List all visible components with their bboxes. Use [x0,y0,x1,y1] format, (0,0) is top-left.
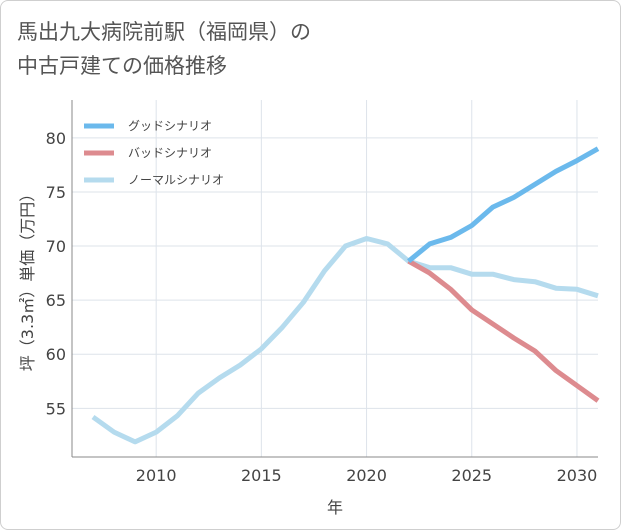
series-line-1 [407,259,600,403]
y-axis-label: 坪（3.3㎡）単価（万円） [18,186,37,371]
legend-label-1: バッドシナリオ [128,146,212,160]
x-tick-label: 2030 [557,466,598,485]
chart-title-line2: 中古戸建ての価格推移 [17,54,227,78]
y-tick-label: 60 [46,345,66,364]
grid-lines [72,100,598,457]
y-tick-label: 70 [46,237,66,256]
x-tick-label: 2020 [346,466,387,485]
y-tick-label: 80 [46,129,66,148]
series-lines [91,146,600,445]
series-line-2 [91,236,599,445]
y-tick-label: 55 [46,399,66,418]
x-axis-label: 年 [327,498,343,517]
chart-title: 馬出九大病院前駅（福岡県）の 中古戸建ての価格推移 [17,15,577,83]
x-tick-label: 2025 [451,466,492,485]
legend-label-2: ノーマルシナリオ [128,173,224,187]
x-tick-label: 2010 [136,466,177,485]
legend-label-0: グッドシナリオ [128,119,212,133]
y-tick-label: 65 [46,291,66,310]
y-tick-label: 75 [46,183,66,202]
tick-labels: 2010 2015 2020 2025 2030 55 60 65 70 75 80 [46,129,598,485]
series-line-0 [407,146,600,264]
axes [71,100,598,458]
x-tick-label: 2015 [241,466,282,485]
chart-title-line1: 馬出九大病院前駅（福岡県）の [17,20,311,44]
